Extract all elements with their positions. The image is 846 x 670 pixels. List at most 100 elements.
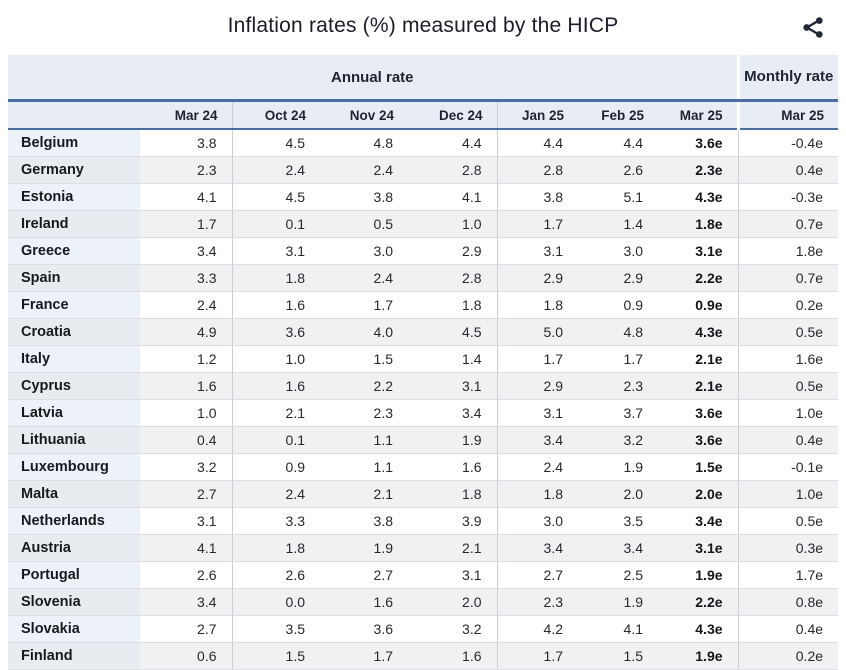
annual-rate-value: 1.7: [496, 642, 578, 670]
annual-rate-value: 2.1: [320, 480, 408, 508]
annual-rate-value: 2.1: [408, 534, 497, 562]
annual-rate-value: 1.8: [231, 264, 320, 292]
annual-rate-value: 2.2e: [658, 264, 739, 292]
monthly-rate-value: 1.0e: [737, 480, 839, 508]
annual-rate-value: 0.5: [320, 210, 408, 238]
annual-rate-value: 0.9e: [658, 291, 739, 319]
annual-rate-value: 2.6: [578, 156, 658, 184]
annual-rate-value: 4.8: [578, 318, 658, 346]
annual-rate-value: 1.7: [320, 642, 408, 670]
annual-rate-value: 2.4: [140, 291, 232, 319]
table-row: France 2.4 1.6 1.7 1.8 1.8 0.9 0.9e 0.2e: [8, 291, 839, 319]
annual-rate-value: 4.5: [408, 318, 497, 346]
monthly-rate-value: -0.1e: [737, 453, 839, 481]
column-header: Feb 25: [578, 100, 658, 130]
annual-rate-value: 2.2: [320, 372, 408, 400]
annual-rate-value: 4.9: [140, 318, 232, 346]
annual-rate-value: 1.4: [578, 210, 658, 238]
country-label: Estonia: [8, 183, 140, 211]
country-label: Slovakia: [8, 615, 140, 643]
annual-rate-value: 4.3e: [658, 183, 739, 211]
annual-rate-value: 1.4: [408, 345, 497, 373]
annual-rate-value: 1.6: [231, 372, 320, 400]
country-label: Cyprus: [8, 372, 140, 400]
annual-rate-value: 3.6: [231, 318, 320, 346]
annual-rate-value: 4.0: [320, 318, 408, 346]
table-row: Germany 2.3 2.4 2.4 2.8 2.8 2.6 2.3e 0.4e: [8, 156, 839, 184]
table-row: Belgium 3.8 4.5 4.8 4.4 4.4 4.4 3.6e -0.4e: [8, 129, 839, 157]
annual-rate-value: 2.1: [231, 399, 320, 427]
annual-rate-value: 0.4: [140, 426, 232, 454]
annual-rate-value: 3.0: [578, 237, 658, 265]
annual-rate-value: 4.1: [140, 183, 232, 211]
annual-rate-value: 2.8: [496, 156, 578, 184]
annual-rate-value: 1.7: [320, 291, 408, 319]
annual-rate-value: 3.1: [140, 507, 232, 535]
annual-rate-value: 3.2: [140, 453, 232, 481]
column-header: Mar 25: [658, 100, 739, 130]
annual-rate-value: 2.4: [496, 453, 578, 481]
annual-rate-value: 1.9e: [658, 642, 739, 670]
annual-rate-value: 2.0: [578, 480, 658, 508]
annual-rate-value: 4.4: [408, 129, 497, 157]
monthly-rate-value: 1.8e: [737, 237, 839, 265]
monthly-rate-header: Monthly rate: [736, 55, 839, 102]
annual-rate-value: 3.3: [140, 264, 232, 292]
annual-rate-value: 0.9: [578, 291, 658, 319]
monthly-rate-value: 0.4e: [737, 615, 839, 643]
annual-rate-value: 3.8: [320, 507, 408, 535]
annual-rate-value: 4.4: [578, 129, 658, 157]
country-label: France: [8, 291, 140, 319]
annual-rate-value: 3.4: [140, 237, 232, 265]
table-row: Ireland 1.7 0.1 0.5 1.0 1.7 1.4 1.8e 0.7e: [8, 210, 839, 238]
country-label: Slovenia: [8, 588, 140, 616]
annual-rate-value: 1.8: [408, 480, 497, 508]
column-header: Dec 24: [408, 100, 497, 130]
table-row: Slovenia 3.4 0.0 1.6 2.0 2.3 1.9 2.2e 0.8e: [8, 588, 839, 616]
annual-rate-value: 1.8: [408, 291, 497, 319]
annual-rate-value: 3.4e: [658, 507, 739, 535]
table-row: Croatia 4.9 3.6 4.0 4.5 5.0 4.8 4.3e 0.5e: [8, 318, 839, 346]
annual-rate-value: 2.1e: [658, 372, 739, 400]
monthly-rate-value: 1.6e: [737, 345, 839, 373]
annual-rate-value: 2.4: [231, 480, 320, 508]
annual-rate-value: 1.7: [496, 345, 578, 373]
group-header-row: Annual rate Monthly rate: [8, 55, 839, 102]
annual-rate-value: 2.7: [496, 561, 578, 589]
monthly-rate-value: -0.3e: [737, 183, 839, 211]
annual-rate-value: 3.0: [320, 237, 408, 265]
country-column-header: [8, 100, 140, 130]
share-icon-glyph: [803, 16, 823, 38]
annual-rate-value: 1.5: [320, 345, 408, 373]
annual-rate-value: 2.9: [578, 264, 658, 292]
annual-rate-value: 0.6: [140, 642, 232, 670]
annual-rate-value: 3.5: [231, 615, 320, 643]
inflation-table: Annual rate Monthly rate Mar 24 Oct 24 Nov…: [8, 55, 839, 670]
annual-rate-value: 1.9: [408, 426, 497, 454]
share-icon[interactable]: [796, 10, 830, 44]
monthly-rate-value: 0.7e: [737, 210, 839, 238]
annual-rate-value: 3.6e: [658, 426, 739, 454]
annual-rate-value: 3.1: [231, 237, 320, 265]
annual-rate-value: 2.3: [140, 156, 232, 184]
table-row: Finland 0.6 1.5 1.7 1.6 1.7 1.5 1.9e 0.2e: [8, 642, 839, 670]
annual-rate-value: 3.6e: [658, 129, 739, 157]
annual-rate-value: 2.4: [320, 156, 408, 184]
table-row: Luxembourg 3.2 0.9 1.1 1.6 2.4 1.9 1.5e -0.1e: [8, 453, 839, 481]
annual-rate-value: 3.4: [140, 588, 232, 616]
annual-rate-value: 1.8: [496, 480, 578, 508]
annual-rate-value: 3.1: [496, 237, 578, 265]
annual-rate-value: 2.4: [320, 264, 408, 292]
annual-rate-value: 4.3e: [658, 615, 739, 643]
table-body: Belgium 3.8 4.5 4.8 4.4 4.4 4.4 3.6e -0.4e German…: [8, 129, 839, 670]
annual-rate-value: 3.1: [408, 561, 497, 589]
monthly-rate-value: 0.2e: [737, 642, 839, 670]
annual-rate-value: 4.2: [496, 615, 578, 643]
annual-rate-value: 4.3e: [658, 318, 739, 346]
country-label: Belgium: [8, 129, 140, 157]
monthly-rate-value: 0.7e: [737, 264, 839, 292]
annual-rate-value: 3.4: [578, 534, 658, 562]
annual-rate-value: 3.1e: [658, 237, 739, 265]
column-header: Oct 24: [231, 100, 320, 130]
annual-rate-value: 1.1: [320, 426, 408, 454]
